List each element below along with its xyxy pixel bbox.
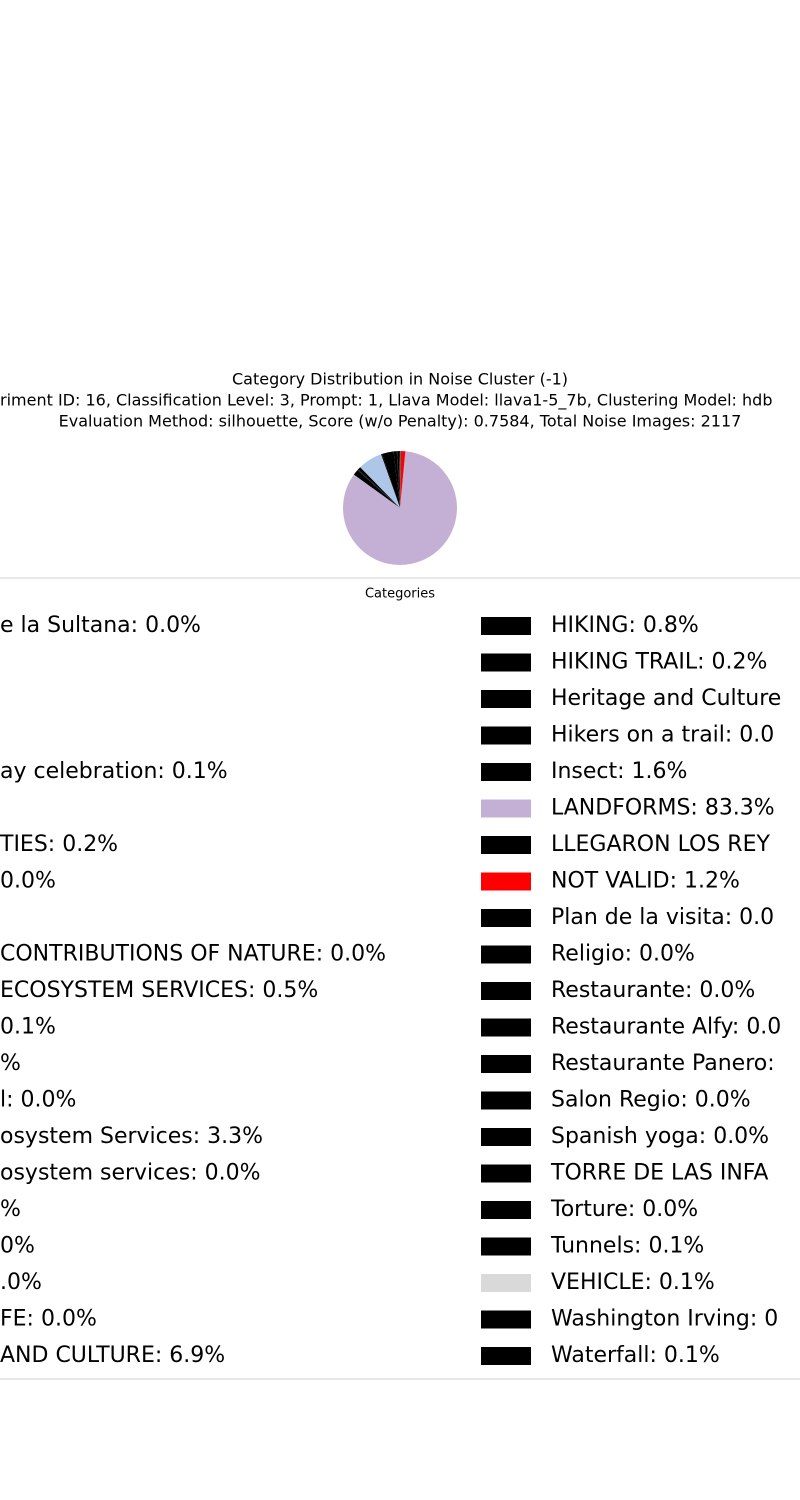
legend-label: Tunnels: 0.1% — [550, 1234, 704, 1259]
legend-swatch — [481, 653, 531, 672]
legend-label: Salon Regio: 0.0% — [551, 1088, 751, 1113]
legend-swatch — [481, 1128, 531, 1146]
legend-label: TORRE DE LAS INFA — [550, 1161, 768, 1186]
legend-label: LANDFORMS: 83.3% — [551, 796, 775, 821]
legend-swatch — [481, 1237, 531, 1256]
pie-slice — [393, 451, 400, 508]
legend-swatch — [481, 872, 531, 891]
legend-label: ay celebration: 0.1% — [0, 759, 228, 784]
pie-slice — [358, 467, 400, 508]
pie-slice — [400, 451, 406, 508]
legend-label: e la Sultana: 0.0% — [0, 613, 201, 638]
chart-subtitle: Evaluation Method: silhouette, Score (w/… — [59, 412, 742, 431]
pie-slice — [382, 451, 400, 508]
pie-slice — [380, 453, 400, 508]
legend-swatch — [481, 982, 531, 1000]
legend-swatch — [481, 1018, 531, 1037]
legend-label: Heritage and Culture — [551, 686, 781, 711]
legend-label: Plan de la visita: 0.0 — [551, 905, 774, 930]
pie-slice — [397, 451, 400, 508]
legend-label: TIES: 0.2% — [0, 832, 118, 857]
legend-label: HIKING: 0.8% — [551, 613, 699, 638]
legend-label: LLEGARON LOS REY — [551, 832, 770, 857]
legend-label: Restaurante Alfy: 0.0 — [551, 1015, 781, 1040]
pie-slice — [398, 451, 400, 508]
legend-swatch — [481, 1091, 531, 1110]
legend-label: osystem Services: 3.3% — [0, 1124, 263, 1149]
legend-label: osystem services: 0.0% — [0, 1161, 261, 1186]
legend-label: 0.0% — [0, 869, 56, 894]
chart-title: Category Distribution in Noise Cluster (… — [232, 370, 568, 389]
legend-swatch — [481, 1164, 531, 1183]
pie-slice — [400, 451, 401, 508]
legend-swatch — [481, 836, 531, 854]
pie-slice — [360, 454, 400, 508]
legend-label: l: 0.0% — [0, 1088, 76, 1113]
pie-slice — [357, 469, 400, 508]
legend-label: Washington Irving: 0 — [551, 1307, 778, 1332]
legend-swatch — [481, 1201, 531, 1219]
legend-swatch — [481, 945, 531, 964]
legend-swatch — [481, 1055, 531, 1073]
legend-label: HIKING TRAIL: 0.2% — [551, 650, 767, 675]
legend-label: FE: 0.0% — [0, 1307, 97, 1332]
legend-swatch — [481, 690, 531, 708]
legend-title: Categories — [365, 587, 435, 602]
legend-label: NOT VALID: 1.2% — [551, 869, 740, 894]
pie-slice — [396, 451, 400, 508]
legend-label: CONTRIBUTIONS OF NATURE: 0.0% — [0, 942, 386, 967]
legend-label: Spanish yoga: 0.0% — [551, 1124, 769, 1149]
legend-label: 0% — [0, 1234, 35, 1259]
legend-swatch — [481, 799, 531, 818]
legend-label: .0% — [0, 1270, 42, 1295]
legend-swatch — [481, 617, 531, 635]
legend-label: % — [0, 1051, 21, 1076]
legend-swatch — [481, 909, 531, 927]
legend-label: VEHICLE: 0.1% — [551, 1270, 715, 1295]
legend-label: Torture: 0.0% — [550, 1197, 698, 1222]
legend-label: AND CULTURE: 6.9% — [0, 1343, 225, 1368]
legend-swatch — [481, 726, 531, 745]
chart-subtitle: riment ID: 16, Classification Level: 3, … — [0, 391, 772, 411]
legend-label: Waterfall: 0.1% — [551, 1343, 720, 1368]
pie-slice — [343, 451, 458, 565]
legend-swatch — [481, 763, 531, 781]
pie-slice — [357, 469, 400, 508]
legend-label: Hikers on a trail: 0.0 — [551, 723, 774, 748]
legend-label: 0.1% — [0, 1015, 56, 1040]
legend-label: Insect: 1.6% — [551, 759, 687, 784]
legend-label: % — [0, 1197, 21, 1222]
pie-slice — [353, 470, 400, 508]
legend-label: Restaurante Panero: — [551, 1051, 775, 1076]
legend-label: Restaurante: 0.0% — [551, 978, 755, 1003]
legend-swatch — [481, 1347, 531, 1365]
legend-label: ECOSYSTEM SERVICES: 0.5% — [0, 978, 318, 1003]
legend-swatch — [481, 1274, 531, 1292]
legend-label: Religio: 0.0% — [551, 942, 695, 967]
legend-swatch — [481, 1310, 531, 1329]
pie-slice — [400, 451, 402, 508]
